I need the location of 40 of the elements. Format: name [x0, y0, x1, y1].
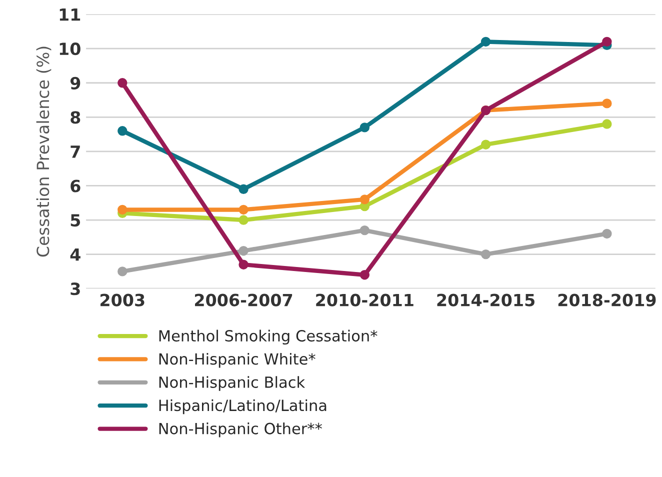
y-tick-label: 4	[70, 248, 80, 261]
x-tick-label: 2018-2019	[558, 294, 656, 306]
point	[238, 246, 248, 256]
point	[480, 249, 491, 260]
x-tick-label: 2014-2015	[437, 294, 534, 306]
legend-label: Menthol Smoking Cessation*	[159, 330, 378, 345]
x-tick-label: 2006-2007	[195, 294, 292, 306]
point	[118, 266, 128, 276]
point	[602, 228, 612, 239]
y-tick-label: 10	[60, 42, 80, 56]
point	[360, 270, 370, 280]
point	[238, 215, 248, 225]
y-tick-label: 7	[70, 146, 80, 158]
x-tick-label: 2010-2011	[316, 294, 414, 306]
point	[118, 126, 128, 136]
legend-label: Hispanic/Latino/Latina	[159, 399, 326, 414]
y-tick-label: 5	[70, 214, 80, 227]
y-axis-title: Cessation Prevalence (%)	[36, 46, 52, 257]
point	[480, 140, 491, 150]
point	[602, 98, 612, 108]
legend-label: Non-Hispanic White*	[159, 352, 316, 368]
y-tick-label: 11	[60, 8, 80, 21]
point	[238, 260, 248, 270]
point	[360, 194, 370, 204]
point	[118, 204, 128, 215]
x-tick-label: 2003	[100, 294, 144, 306]
y-tick-label: 8	[70, 111, 80, 124]
point	[480, 36, 491, 47]
point	[602, 36, 612, 47]
point	[602, 119, 612, 129]
y-tick-label: 9	[70, 76, 80, 90]
y-tick-label: 3	[70, 282, 80, 296]
point	[360, 122, 370, 132]
legend-label: Non-Hispanic Black	[159, 376, 306, 391]
point	[360, 225, 370, 236]
point	[118, 78, 128, 88]
legend-label: Non-Hispanic Other**	[159, 422, 322, 438]
point	[238, 204, 248, 215]
y-tick-label: 6	[70, 180, 80, 192]
point	[238, 184, 248, 194]
